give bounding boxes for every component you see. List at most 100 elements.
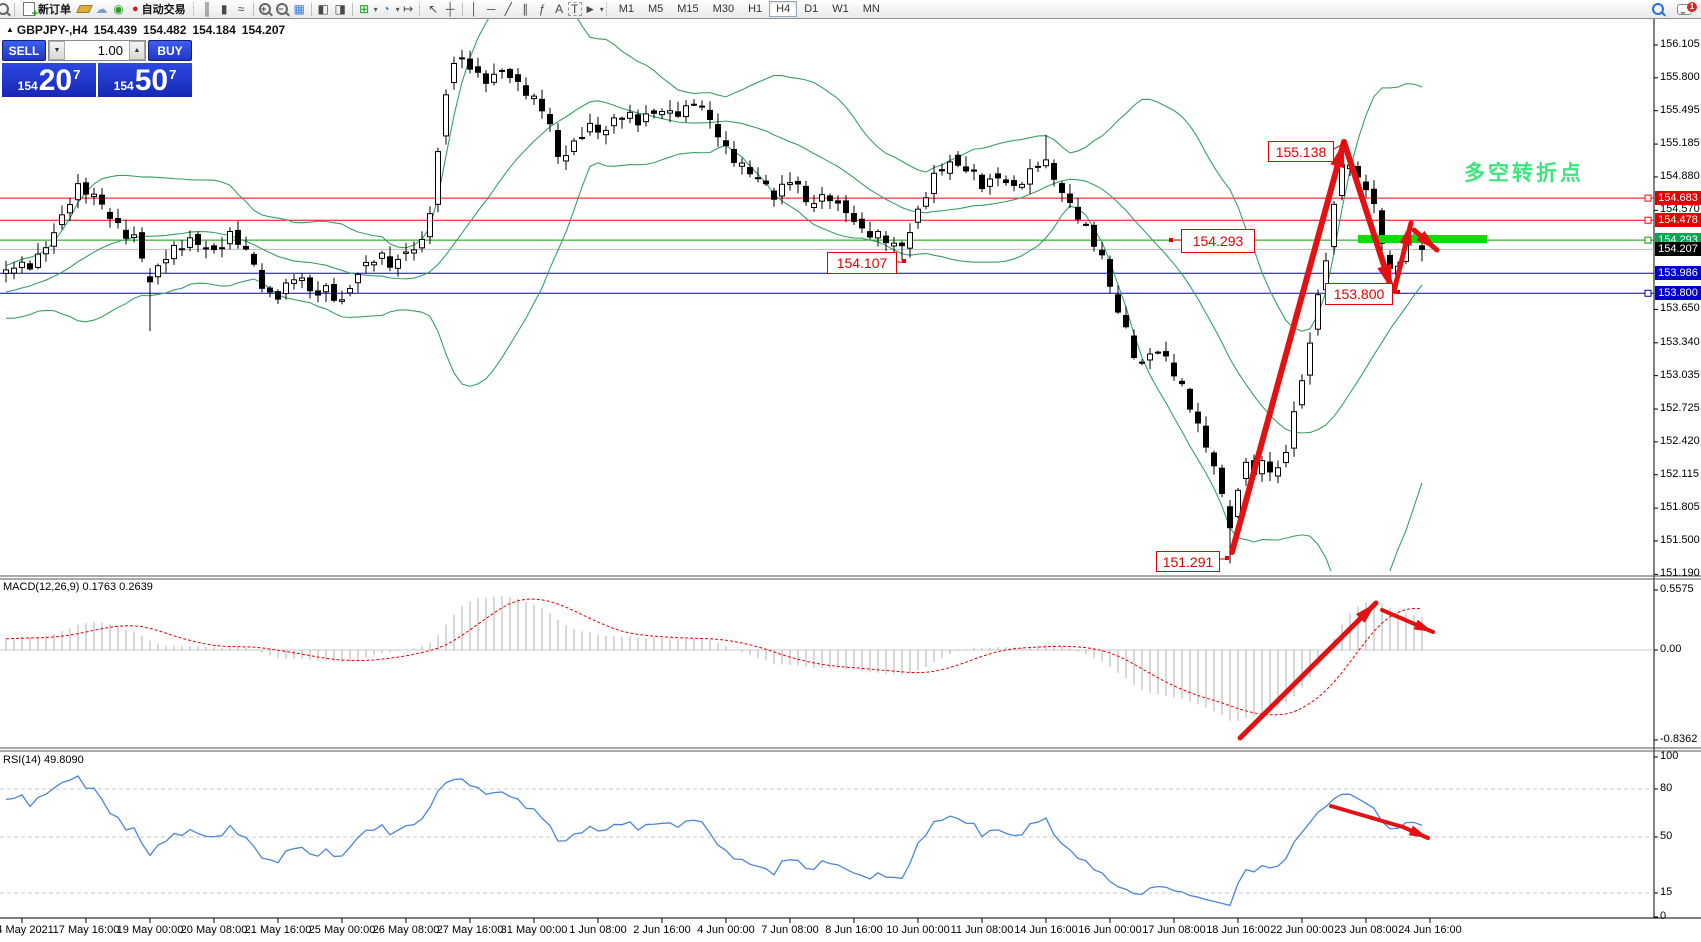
candle-body bbox=[523, 85, 529, 96]
separator bbox=[14, 2, 15, 16]
candle-body bbox=[251, 253, 257, 265]
price-callout[interactable]: 155.138 bbox=[1268, 141, 1334, 162]
candlestick-chart-icon[interactable]: ▮ bbox=[220, 2, 228, 16]
chat-icon[interactable]: 1 bbox=[1676, 1, 1697, 17]
search-icon[interactable] bbox=[1649, 1, 1666, 17]
trendline-icon[interactable]: ╱ bbox=[504, 2, 512, 16]
price-callout[interactable]: 154.293 bbox=[1181, 229, 1255, 253]
text-label-icon[interactable]: T bbox=[567, 2, 582, 16]
sell-button[interactable]: SELL bbox=[2, 40, 46, 61]
bar-chart-icon[interactable]: ║ bbox=[202, 2, 212, 16]
candle-body bbox=[739, 162, 745, 167]
candle-body bbox=[1371, 188, 1377, 204]
buy-price-sup: 7 bbox=[169, 67, 177, 82]
candle-body bbox=[571, 140, 577, 152]
candle-body bbox=[83, 182, 89, 195]
dropdown-caret-icon[interactable]: ▾ bbox=[599, 4, 604, 14]
templates-icon[interactable]: ↦ bbox=[403, 2, 414, 16]
text-icon[interactable]: A bbox=[555, 2, 564, 16]
candle-body bbox=[1267, 461, 1273, 473]
vertical-line-icon[interactable]: │ bbox=[470, 2, 478, 16]
price-callout[interactable]: 153.800 bbox=[1325, 283, 1393, 305]
candle-body bbox=[1195, 411, 1201, 424]
dropdown-caret-icon[interactable]: ▾ bbox=[395, 4, 400, 14]
candle-body bbox=[859, 218, 865, 229]
candle-body bbox=[915, 208, 921, 223]
arrows-icon[interactable]: ► bbox=[584, 2, 597, 16]
dropdown-caret-icon[interactable]: ▾ bbox=[373, 4, 378, 14]
horizontal-line-icon[interactable]: ─ bbox=[486, 2, 496, 16]
autotrading-button[interactable]: ● 自动交易 bbox=[132, 3, 186, 16]
arrow-shaft bbox=[1341, 139, 1395, 293]
line-chart-icon[interactable]: ≈ bbox=[237, 2, 245, 16]
timeframe-button-m15[interactable]: M15 bbox=[677, 3, 699, 15]
timeframe-button-d1[interactable]: D1 bbox=[804, 3, 819, 15]
candle-body bbox=[1019, 183, 1025, 188]
zoom-in-icon[interactable]: + bbox=[257, 1, 274, 17]
candle-body bbox=[603, 129, 609, 136]
sell-price-display[interactable]: 154 20 7 bbox=[2, 63, 96, 97]
buy-button[interactable]: BUY bbox=[148, 40, 192, 61]
candle-body bbox=[211, 245, 217, 251]
fibonacci-icon[interactable]: ƒ bbox=[538, 2, 546, 16]
timeframe-button-mn[interactable]: MN bbox=[862, 3, 880, 15]
candle-body bbox=[1299, 380, 1305, 406]
candle-body bbox=[907, 232, 913, 249]
channel-icon[interactable]: ∥ bbox=[522, 2, 529, 16]
time-label: 31 May 00:00 bbox=[500, 924, 568, 936]
candle-body bbox=[187, 237, 193, 248]
bollinger-bands bbox=[5, 19, 1423, 571]
candle-body bbox=[539, 98, 545, 112]
chart-shift-icon[interactable]: ◨ bbox=[334, 2, 346, 16]
candle-body bbox=[91, 193, 97, 198]
zoom-out-icon[interactable]: − bbox=[274, 1, 291, 17]
indicators-add-icon[interactable]: ⊞ bbox=[359, 2, 370, 16]
crosshair-icon[interactable]: ┼ bbox=[445, 2, 455, 16]
price-tick-label: 154.880 bbox=[1660, 169, 1700, 182]
price-badge: 154.478 bbox=[1655, 213, 1701, 228]
candle-body bbox=[267, 287, 273, 293]
volume-decrease-button[interactable]: ▼ bbox=[49, 41, 65, 60]
tile-windows-icon[interactable]: ▦ bbox=[293, 2, 305, 16]
toolbar-grip bbox=[418, 2, 423, 16]
profile-icon[interactable]: ☁ bbox=[95, 2, 108, 16]
timeframe-button-w1[interactable]: W1 bbox=[832, 3, 849, 15]
candle-body bbox=[843, 200, 849, 214]
clipped-search-icon[interactable] bbox=[0, 1, 11, 17]
candle-body bbox=[115, 218, 121, 224]
timeframe-button-h1[interactable]: H1 bbox=[748, 3, 763, 15]
macd-tick-label: 0.00 bbox=[1660, 643, 1682, 655]
volume-increase-button[interactable]: ▲ bbox=[129, 41, 145, 60]
periods-clock-icon[interactable]: ◔ bbox=[382, 2, 390, 16]
sell-price-small: 154 bbox=[17, 79, 38, 93]
price-callout[interactable]: 154.107 bbox=[827, 252, 897, 274]
signal-icon[interactable]: ◉ bbox=[113, 2, 124, 16]
candle-body bbox=[867, 231, 873, 238]
candle-body bbox=[811, 203, 817, 208]
candle-body bbox=[1219, 467, 1225, 494]
timeframe-button-m1[interactable]: M1 bbox=[618, 3, 634, 15]
expand-icon[interactable]: ▲ bbox=[6, 25, 14, 34]
cursor-icon[interactable]: ↖ bbox=[428, 2, 439, 16]
eraser-icon[interactable] bbox=[76, 1, 93, 17]
time-label: 22 Jun 00:00 bbox=[1270, 924, 1334, 936]
rsi-tick-label: 80 bbox=[1660, 782, 1673, 794]
timeframe-button-m5[interactable]: M5 bbox=[647, 3, 664, 15]
candle-body bbox=[291, 279, 297, 284]
timeframe-button-m30[interactable]: M30 bbox=[712, 3, 735, 15]
volume-input[interactable]: 1.00 bbox=[97, 43, 123, 58]
price-callout[interactable]: 151.291 bbox=[1156, 551, 1220, 572]
rsi-tick-label: 100 bbox=[1660, 750, 1679, 762]
time-label: 20 May 08:00 bbox=[180, 924, 248, 936]
new-order-button[interactable]: 新订单 bbox=[18, 1, 76, 20]
timeframe-button-h4[interactable]: H4 bbox=[769, 1, 798, 17]
time-label: 7 Jun 08:00 bbox=[761, 924, 819, 936]
price-tick-label: 152.115 bbox=[1660, 467, 1699, 480]
turning-point-annotation[interactable]: 多空转折点 bbox=[1464, 162, 1584, 185]
auto-scroll-icon[interactable]: ◧ bbox=[317, 2, 329, 16]
buy-price-display[interactable]: 154 50 7 bbox=[98, 63, 192, 97]
one-click-trading-panel: SELL ▼ 1.00 ▲ BUY 154 20 7 154 50 7 bbox=[2, 40, 192, 97]
close-value: 154.207 bbox=[241, 23, 286, 37]
